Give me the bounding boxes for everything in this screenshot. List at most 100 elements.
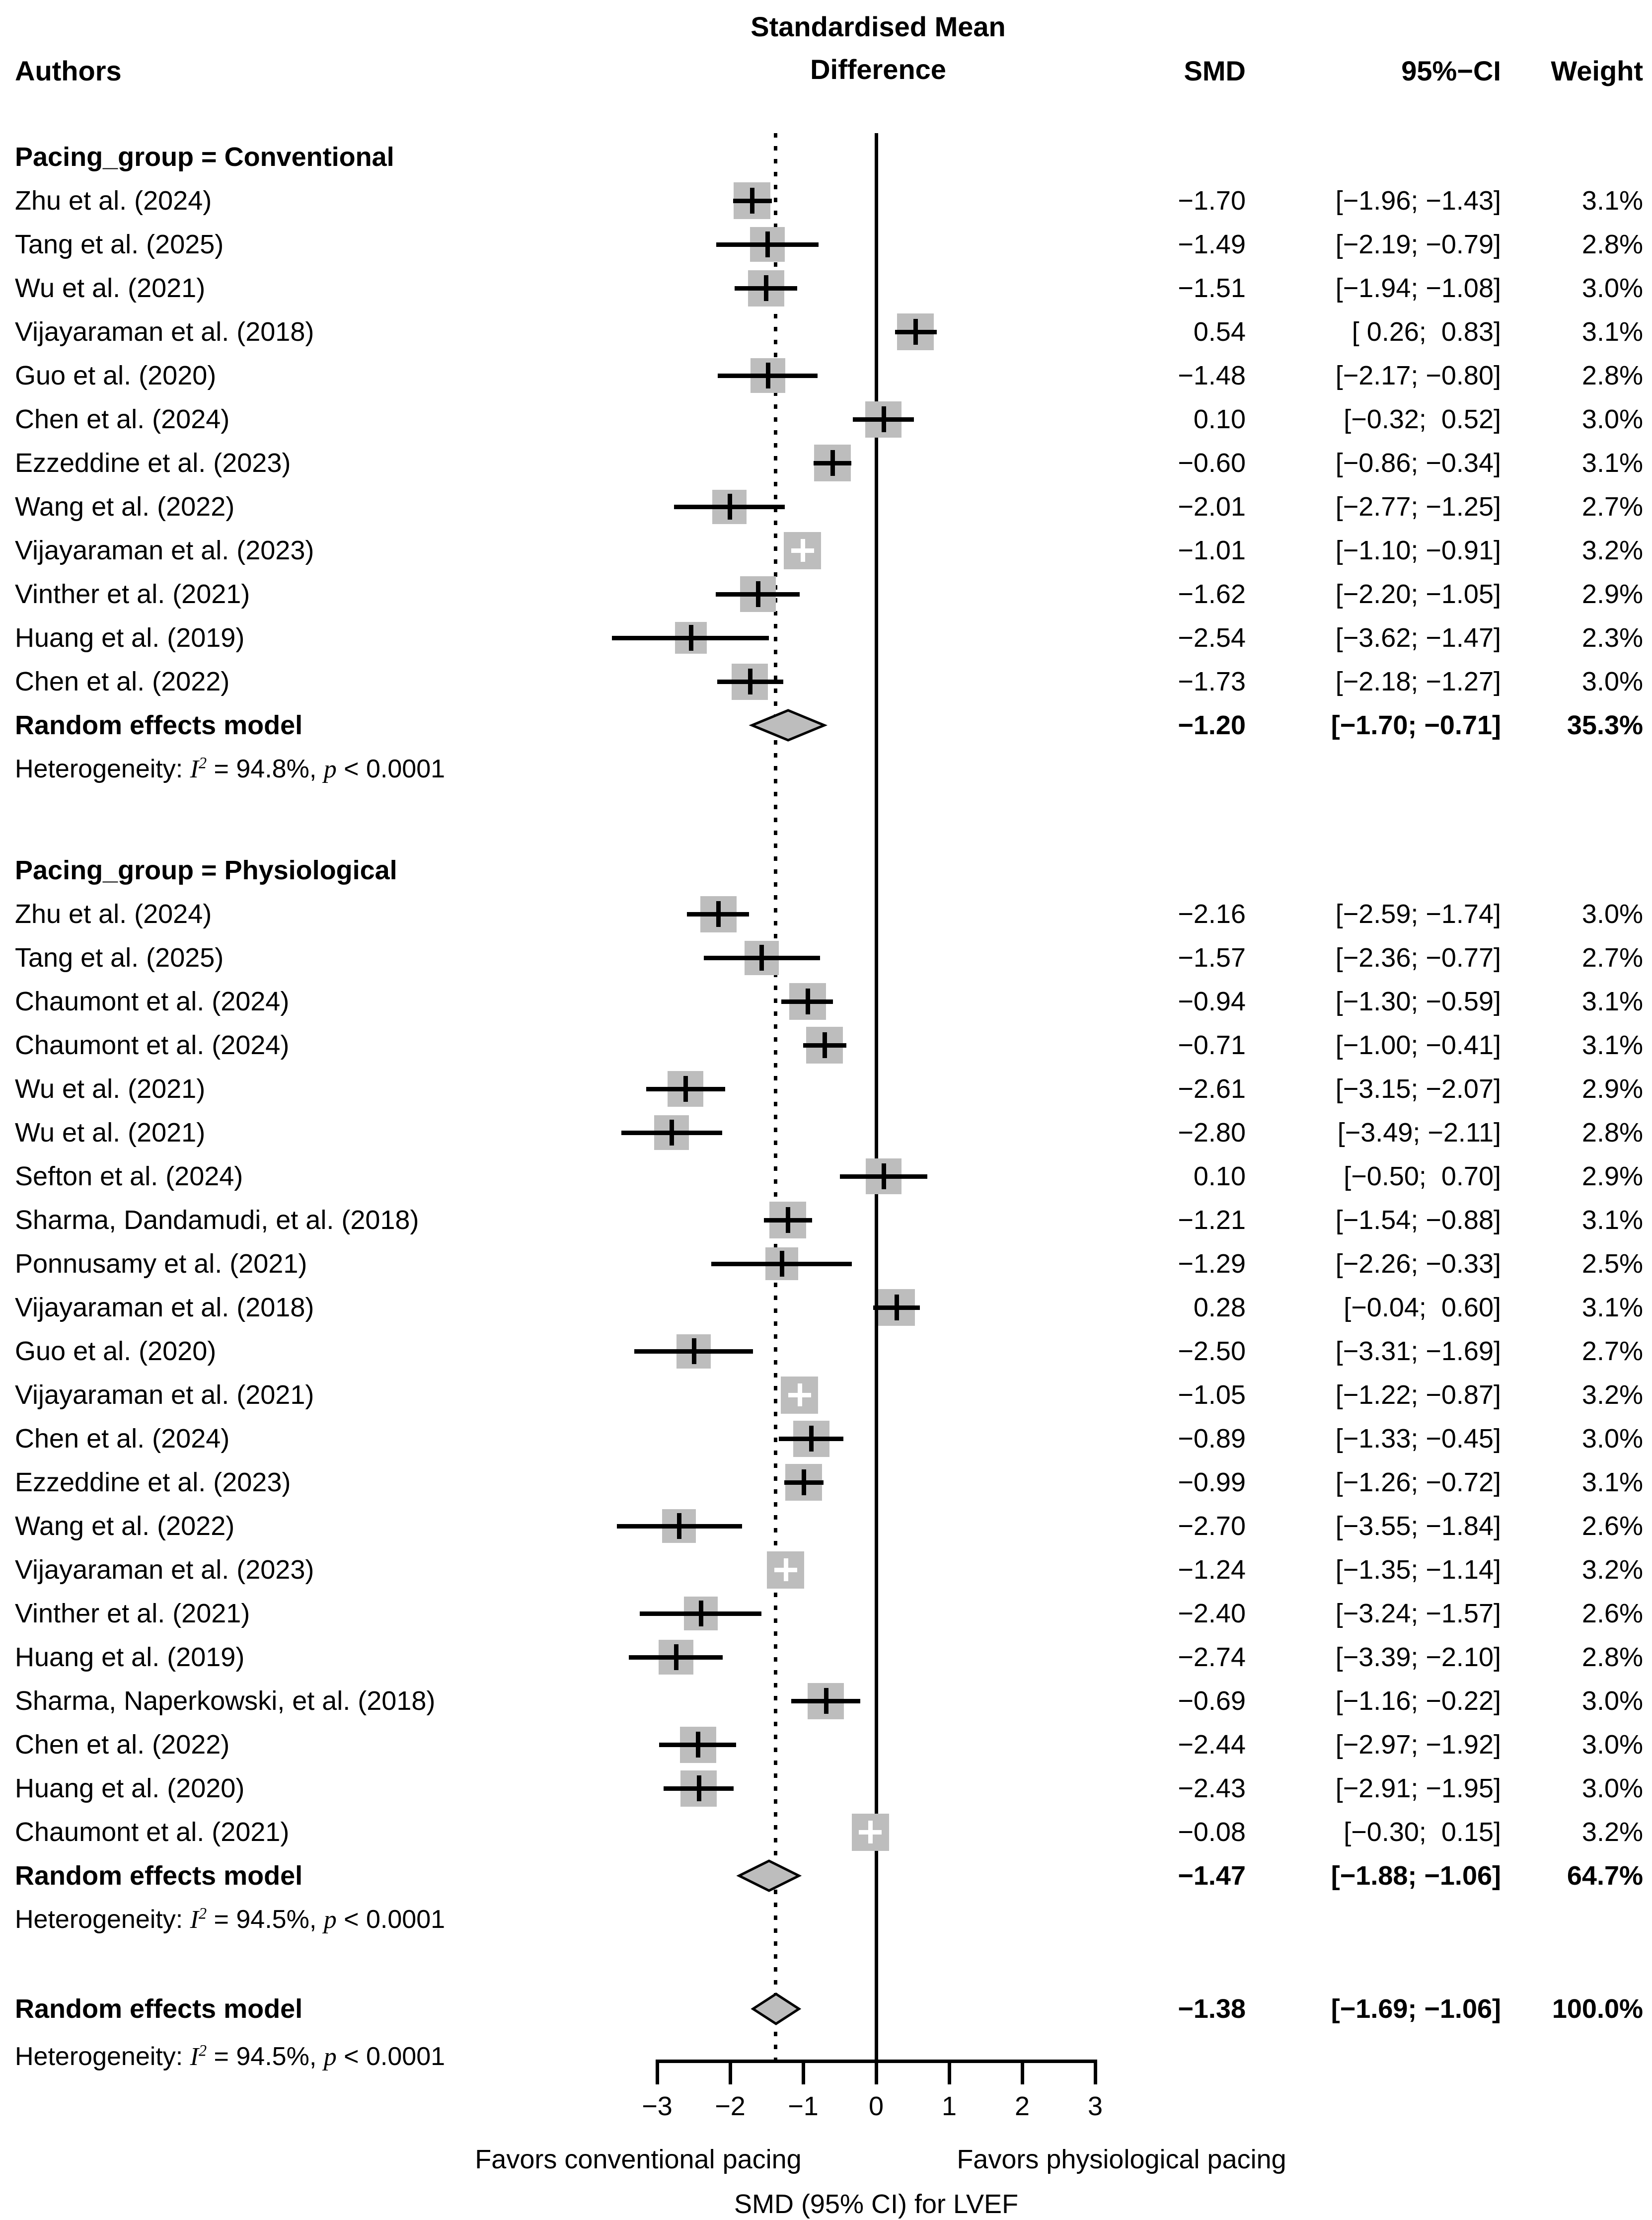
weight-value: 2.3%: [1581, 623, 1643, 653]
weight-value: 2.6%: [1581, 1511, 1643, 1541]
table-row: Vijayaraman et al. (2018) 0.28 [−0.04; 0.6…: [0, 1286, 1652, 1329]
i-squared-exponent: 2: [198, 2041, 207, 2060]
summary-label: Random effects model: [15, 1994, 303, 2024]
smd-value: 0.28: [1193, 1293, 1246, 1322]
smd-value: −0.60: [1178, 448, 1246, 478]
author-label: Wang et al. (2022): [15, 1511, 235, 1541]
center-tick: [727, 494, 732, 520]
axis-tick: [875, 2060, 878, 2084]
heterogeneity-note: Heterogeneity: I2 = 94.5%, p < 0.0001: [15, 1898, 445, 1941]
ci-value: [−3.49; −2.11]: [1337, 1118, 1501, 1148]
center-tick: [748, 669, 752, 694]
weight-value: 3.2%: [1581, 536, 1643, 565]
ci-value: [−2.36; −0.77]: [1335, 943, 1501, 973]
summary-label: Random effects model: [15, 1861, 303, 1891]
table-row: Pacing_group = Conventional: [0, 135, 1652, 179]
center-tick: [670, 1120, 675, 1146]
author-label: Tang et al. (2025): [15, 943, 224, 973]
smd-value: −2.16: [1178, 899, 1246, 929]
weight-value: 2.5%: [1581, 1249, 1643, 1279]
weight-value: 35.3%: [1567, 710, 1643, 740]
ci-value: [−3.15; −2.07]: [1335, 1074, 1501, 1104]
smd-value: −1.47: [1178, 1861, 1246, 1891]
center-tick: [764, 275, 769, 301]
weight-value: 3.1%: [1581, 1293, 1643, 1322]
table-row: Vijayaraman et al. (2021) −1.05 [−1.22; −0…: [0, 1373, 1652, 1417]
table-row: Huang et al. (2019) −2.54 [−3.62; −1.47] 2.…: [0, 616, 1652, 660]
author-label: Guo et al. (2020): [15, 1336, 217, 1366]
weight-value: 2.8%: [1581, 1118, 1643, 1148]
weight-value: 3.1%: [1581, 317, 1643, 347]
weight-value: 3.0%: [1581, 1686, 1643, 1716]
axis-tick-label: 3: [1087, 2091, 1103, 2121]
ci-value: [−2.97; −1.92]: [1335, 1730, 1501, 1760]
weight-value: 2.8%: [1581, 361, 1643, 390]
weight-value: 2.7%: [1581, 1336, 1643, 1366]
white-plus-icon: [800, 539, 805, 562]
ci-value: [−3.39; −2.10]: [1335, 1642, 1501, 1672]
table-row: Random effects model −1.38 [−1.69; −1.06] 1…: [0, 1987, 1652, 2031]
ci-value: [−2.17; −0.80]: [1335, 361, 1501, 390]
center-tick: [699, 1601, 704, 1626]
table-row: Zhu et al. (2024) −1.70 [−1.96; −1.43] 3.1%: [0, 179, 1652, 223]
i-squared-symbol: I2: [190, 2041, 207, 2071]
smd-value: −2.80: [1178, 1118, 1246, 1148]
weight-value: 3.2%: [1581, 1555, 1643, 1585]
ci-value: [−0.04; 0.60]: [1344, 1293, 1501, 1322]
smd-value: −1.20: [1178, 710, 1246, 740]
axis-tick-label: −2: [715, 2091, 746, 2121]
center-tick: [881, 1163, 886, 1189]
weight-value: 2.7%: [1581, 492, 1643, 522]
ci-value: [−1.69; −1.06]: [1331, 1994, 1501, 2024]
axis-tick: [948, 2060, 951, 2084]
center-tick: [786, 1207, 791, 1233]
weight-value: 3.0%: [1581, 404, 1643, 434]
axis-tick: [1094, 2060, 1097, 2084]
ci-value: [ 0.26; 0.83]: [1352, 317, 1501, 347]
center-tick: [674, 1644, 679, 1670]
smd-value: −1.05: [1178, 1380, 1246, 1410]
author-label: Chen et al. (2024): [15, 404, 230, 434]
ci-value: [−0.32; 0.52]: [1344, 404, 1501, 434]
author-label: Vijayaraman et al. (2021): [15, 1380, 314, 1410]
table-row: Sefton et al. (2024) 0.10 [−0.50; 0.70] 2.9…: [0, 1154, 1652, 1198]
table-row: Vinther et al. (2021) −1.62 [−2.20; −1.05]…: [0, 572, 1652, 616]
heterogeneity-prefix: Heterogeneity:: [15, 2042, 190, 2071]
table-row: Tang et al. (2025) −1.57 [−2.36; −0.77] 2.7…: [0, 936, 1652, 980]
ci-value: [−1.16; −0.22]: [1335, 1686, 1501, 1716]
axis-tick-label: 1: [941, 2091, 957, 2121]
i-squared-symbol: I2: [190, 1904, 207, 1934]
ci-value: [−2.26; −0.33]: [1335, 1249, 1501, 1279]
table-row: Huang et al. (2020) −2.43 [−2.91; −1.95] 3.…: [0, 1766, 1652, 1810]
ci-value: [−1.33; −0.45]: [1335, 1424, 1501, 1454]
table-row: Vijayaraman et al. (2018) 0.54 [ 0.26; 0.8…: [0, 310, 1652, 354]
ci-value: [−0.86; −0.34]: [1335, 448, 1501, 478]
zero-line: [875, 133, 878, 2060]
table-row: Wu et al. (2021) −2.80 [−3.49; −2.11] 2.8%: [0, 1111, 1652, 1154]
author-label: Tang et al. (2025): [15, 230, 224, 259]
table-row: Ezzeddine et al. (2023) −0.60 [−0.86; −0.3…: [0, 441, 1652, 485]
author-label: Chaumont et al. (2024): [15, 987, 290, 1016]
ci-value: [−1.54; −0.88]: [1335, 1205, 1501, 1235]
smd-value: −2.74: [1178, 1642, 1246, 1672]
weight-value: 3.2%: [1581, 1380, 1643, 1410]
author-label: Guo et al. (2020): [15, 361, 217, 390]
weight-value: 2.8%: [1581, 1642, 1643, 1672]
author-label: Huang et al. (2019): [15, 1642, 245, 1672]
favors-left-label: Favors conventional pacing: [475, 2144, 802, 2174]
weight-value: 3.0%: [1581, 899, 1643, 929]
author-label: Vinther et al. (2021): [15, 579, 250, 609]
center-tick: [696, 1775, 701, 1801]
ci-value: [−1.30; −0.59]: [1335, 987, 1501, 1016]
group-header: Pacing_group = Physiological: [15, 855, 397, 885]
weight-value: 2.6%: [1581, 1599, 1643, 1628]
smd-value: −1.29: [1178, 1249, 1246, 1279]
weight-column-header: Weight: [1551, 55, 1643, 86]
ci-column-header: 95%−CI: [1401, 55, 1501, 86]
ci-value: [−3.31; −1.69]: [1335, 1336, 1501, 1366]
author-label: Ezzeddine et al. (2023): [15, 448, 291, 478]
smd-value: −0.71: [1178, 1030, 1246, 1060]
i-squared-exponent: 2: [198, 754, 207, 772]
i-squared-exponent: 2: [198, 1904, 207, 1922]
group-header: Pacing_group = Conventional: [15, 142, 394, 172]
